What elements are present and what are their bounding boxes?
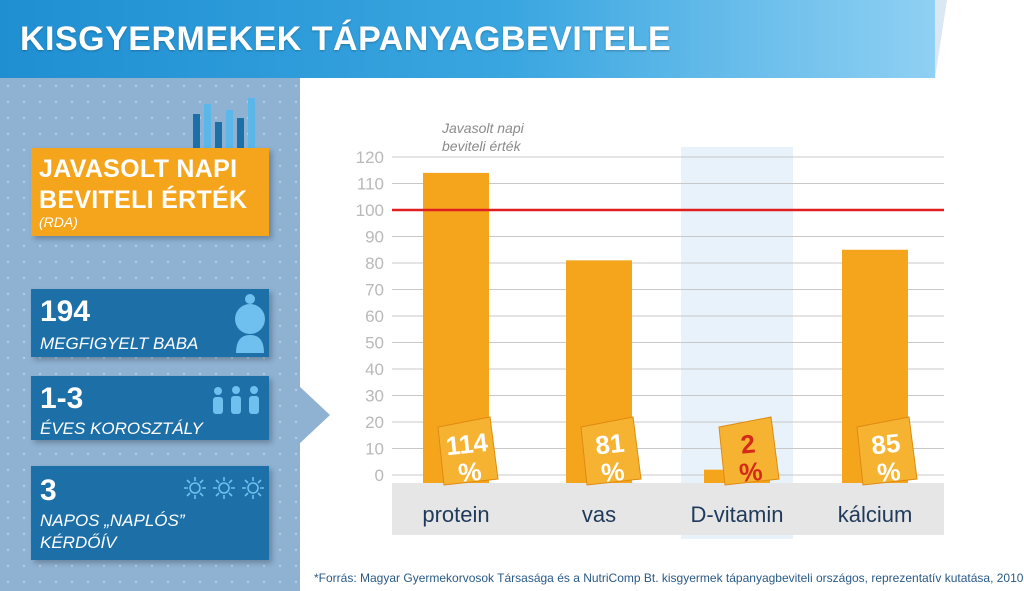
category-label: kálcium bbox=[838, 502, 913, 527]
value-label: 2 bbox=[739, 428, 757, 459]
value-label-unit: % bbox=[738, 456, 764, 488]
value-label-group: 81% bbox=[594, 428, 626, 488]
category-label: vas bbox=[582, 502, 616, 527]
header-banner: KISGYERMEKEK TÁPANYAGBEVITELE bbox=[0, 0, 935, 78]
header-fold bbox=[935, 0, 947, 78]
sun-icon bbox=[184, 477, 264, 499]
y-tick-label: 120 bbox=[356, 148, 384, 167]
value-tag bbox=[718, 416, 780, 486]
y-tick-label: 0 bbox=[375, 466, 384, 485]
stat-card-survey: 3 NAPOS „NAPLÓS” KÉRDŐÍV bbox=[31, 466, 269, 560]
rda-line-label: beviteli érték bbox=[442, 138, 522, 154]
y-axis-ticks: 0 10 20 30 40 50 60 70 80 90 100 110 120 bbox=[356, 148, 384, 485]
y-tick-label: 110 bbox=[357, 175, 384, 194]
bar-chart-icon bbox=[193, 98, 263, 148]
y-tick-label: 50 bbox=[365, 334, 384, 353]
page-title: KISGYERMEKEK TÁPANYAGBEVITELE bbox=[20, 20, 672, 58]
sidebar-pointer bbox=[298, 385, 330, 445]
y-tick-label: 60 bbox=[365, 307, 384, 326]
value-label-group: 114% bbox=[444, 427, 489, 488]
y-tick-label: 90 bbox=[365, 228, 384, 247]
y-tick-label: 70 bbox=[365, 281, 384, 300]
value-label-group: 2% bbox=[738, 428, 764, 488]
y-tick-label: 80 bbox=[365, 254, 384, 273]
value-label-unit: % bbox=[600, 456, 626, 488]
value-label: 85 bbox=[870, 428, 902, 461]
children-icon bbox=[213, 386, 259, 414]
value-tag bbox=[437, 416, 499, 486]
chart-plot: 0 10 20 30 40 50 60 70 80 90 100 110 120 Javasolt na… bbox=[356, 120, 944, 539]
stat-label: NAPOS „NAPLÓS” KÉRDŐÍV bbox=[40, 511, 185, 552]
y-tick-label: 30 bbox=[365, 387, 384, 406]
rda-subtitle: (RDA) bbox=[39, 214, 78, 230]
rda-title: JAVASOLT NAPI BEVITELI ÉRTÉK bbox=[39, 155, 248, 214]
value-label-group: 85% bbox=[870, 428, 902, 488]
y-tick-label: 20 bbox=[365, 413, 384, 432]
source-footnote: *Forrás: Magyar Gyermekorvosok Társasága… bbox=[314, 571, 1024, 585]
baseline-band bbox=[392, 483, 944, 535]
rda-box: JAVASOLT NAPI BEVITELI ÉRTÉK (RDA) bbox=[31, 148, 269, 236]
value-tag bbox=[856, 416, 918, 486]
value-label: 114 bbox=[444, 427, 489, 461]
value-label-unit: % bbox=[876, 456, 902, 488]
category-label: D-vitamin bbox=[691, 502, 784, 527]
stat-card-babies: 194 MEGFIGYELT BABA bbox=[31, 289, 269, 357]
y-tick-label: 100 bbox=[356, 201, 384, 220]
category-label: protein bbox=[422, 502, 489, 527]
y-tick-label: 40 bbox=[365, 360, 384, 379]
stat-label: ÉVES KOROSZTÁLY bbox=[40, 419, 203, 438]
value-tag bbox=[580, 416, 642, 486]
stat-card-age: 1-3 ÉVES KOROSZTÁLY bbox=[31, 376, 269, 440]
value-label: 81 bbox=[594, 428, 626, 461]
value-label-unit: % bbox=[457, 456, 483, 488]
y-tick-label: 10 bbox=[365, 440, 384, 459]
bars bbox=[423, 172, 918, 486]
rda-line-label: Javasolt napi bbox=[441, 120, 525, 136]
stat-number: 1-3 bbox=[40, 382, 84, 415]
stat-label: MEGFIGYELT BABA bbox=[40, 334, 199, 353]
category-labels: protein vas D-vitamin kálcium bbox=[422, 502, 912, 527]
stat-number: 194 bbox=[40, 295, 91, 328]
stat-number: 3 bbox=[40, 474, 57, 507]
value-labels: 114%81%2%85% bbox=[444, 427, 902, 488]
baby-icon bbox=[235, 294, 265, 353]
